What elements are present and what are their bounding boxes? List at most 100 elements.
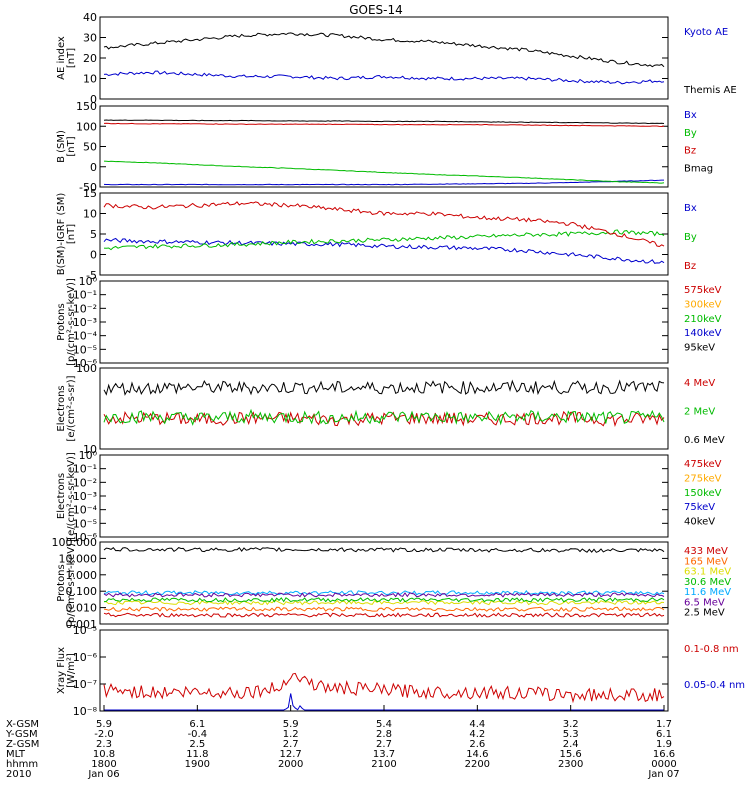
series-line [103,160,665,184]
series-line [103,379,665,396]
y-tick-label: 40 [83,11,97,24]
x-axis-value: 1.7 [656,719,672,730]
series-line [103,589,665,596]
panel-frame [99,280,669,364]
series-line [103,70,665,85]
y-tick-label: 100 [76,120,97,133]
x-axis-value: 5.9 [283,719,299,730]
series-line [103,179,664,186]
y-tick-label: 30 [83,32,97,45]
y-tick-label: 10⁻⁴ [73,330,98,343]
legend-entry: 63.1 MeV [684,567,731,578]
x-axis-value: 2.7 [283,739,299,750]
legend-entry: 4 MeV [684,378,715,389]
legend-entry: 0.6 MeV [684,435,725,446]
y-tick-label: 10⁰ [79,275,98,288]
panel-1: 0 10 20 30 40 AE index[nT] Kyoto AE Themis AE [56,11,737,106]
x-axis-value: 1900 [185,759,210,770]
y-tick-label: 10⁻⁴ [73,504,98,517]
y-tick-label: 20 [83,52,97,65]
x-axis-value: 2.4 [563,739,579,750]
x-axis-value: 16.6 [653,749,675,760]
y-tick-label: 10⁻⁵ [73,517,97,530]
series-line [103,546,665,553]
y-tick-label: 10.000 [59,552,98,565]
legend-entry: Bz [684,261,696,272]
y-axis-label-line: Protons [56,303,67,340]
legend-entry: 2 MeV [684,407,715,418]
x-axis-value: -0.4 [188,729,208,740]
y-tick-label: 100.000 [52,536,98,549]
x-axis-value: 12.7 [280,749,302,760]
y-tick-label: 10⁻¹ [73,289,97,302]
y-tick-label: 10⁻³ [73,316,97,329]
series-line [103,597,665,603]
x-axis-row-label: Z-GSM [6,739,39,750]
x-axis-value: 6.1 [189,719,205,730]
legend-entry: 150keV [684,488,722,499]
legend-entry: 40keV [684,517,715,528]
y-axis-label-line: [nT] [66,48,77,68]
x-axis-value: 13.7 [373,749,395,760]
x-axis-value: 2.5 [189,739,205,750]
legend-entry: 140keV [684,328,722,339]
panel-frame [99,454,669,538]
x-axis-value: 2.6 [469,739,485,750]
y-axis-label-line: [p/(cm²-s-sr-keV)] [66,278,77,366]
panel-8: 10⁻⁸ 10⁻⁷ 10⁻⁶ 10⁻⁵ Xray Flux[W/m²] 0.1-0.8 n… [56,624,745,718]
panel-4: 10⁻⁶10⁻⁵10⁻⁴10⁻³10⁻²10⁻¹10⁰Protons[p/(cm… [56,275,722,370]
y-tick-label: 1.000 [66,569,98,582]
x-axis-value: 5.9 [96,719,112,730]
x-axis-value: 2300 [558,759,583,770]
series-line [103,229,665,251]
y-axis-label-line: [e/(cm²-s-sr)] [66,375,77,441]
y-tick-label: 10⁰ [79,449,98,462]
y-tick-label: 0.100 [66,585,98,598]
legend-entry: 30.6 MeV [684,577,731,588]
legend-entry: 0.05-0.4 nm [684,680,745,691]
x-axis-row-label: X-GSM [6,719,39,730]
series-line [103,237,665,264]
y-tick-label: 10⁻³ [73,490,97,503]
x-axis-value: 3.2 [563,719,579,730]
legend-entry: Bz [684,146,696,157]
y-axis-label-line: B(SM)-IGRF (SM) [56,193,67,276]
legend-entry: 210keV [684,314,722,325]
y-tick-label: 10⁻¹ [73,463,97,476]
y-axis-label-line: [nT] [66,224,77,244]
series-line [103,119,665,125]
panel-7: 0.0010.0100.1001.00010.000100.000Protons… [52,536,732,631]
x-axis-row-label: Y-GSM [5,729,38,740]
y-tick-label: 10⁻⁵ [73,624,97,637]
y-tick-label: 0 [90,249,97,262]
y-tick-label: 10 [83,443,97,456]
x-axis-value: 0000 [651,759,676,770]
legend-entry: 433 MeV [684,546,728,557]
legend-entry: Bx [684,110,697,121]
x-axis-value: 2.3 [96,739,112,750]
y-axis-label-line: Xray Flux [56,647,67,694]
series-line [103,201,665,248]
legend-entry: 275keV [684,473,722,484]
x-axis-value: Jan 06 [87,769,119,780]
y-tick-label: 10⁻² [73,302,97,315]
legend-entry: 95keV [684,343,715,354]
series-line [103,606,665,612]
y-axis-label-line: B (SM) [56,130,67,163]
x-axis-value: 6.1 [656,729,672,740]
y-axis-label-line: [nT] [66,136,77,156]
y-tick-label: -5 [86,269,97,282]
x-axis-value: 4.4 [469,719,485,730]
series-line [103,32,665,68]
y-tick-label: 0 [90,161,97,174]
legend-entry: 2.5 MeV [684,608,725,619]
x-axis-value: 11.8 [186,749,208,760]
panel-3: -5 0 5 10 15 B(SM)-IGRF (SM)[nT] Bx By Bz [56,187,697,282]
y-axis-label-line: [e/(cm²-s-sr-keV)] [66,452,77,540]
legend-entry: 575keV [684,285,722,296]
panel-frame [99,629,669,712]
y-tick-label: 150 [76,100,97,113]
plot-title: GOES-14 [349,3,403,17]
x-axis-value: 2.8 [376,729,392,740]
